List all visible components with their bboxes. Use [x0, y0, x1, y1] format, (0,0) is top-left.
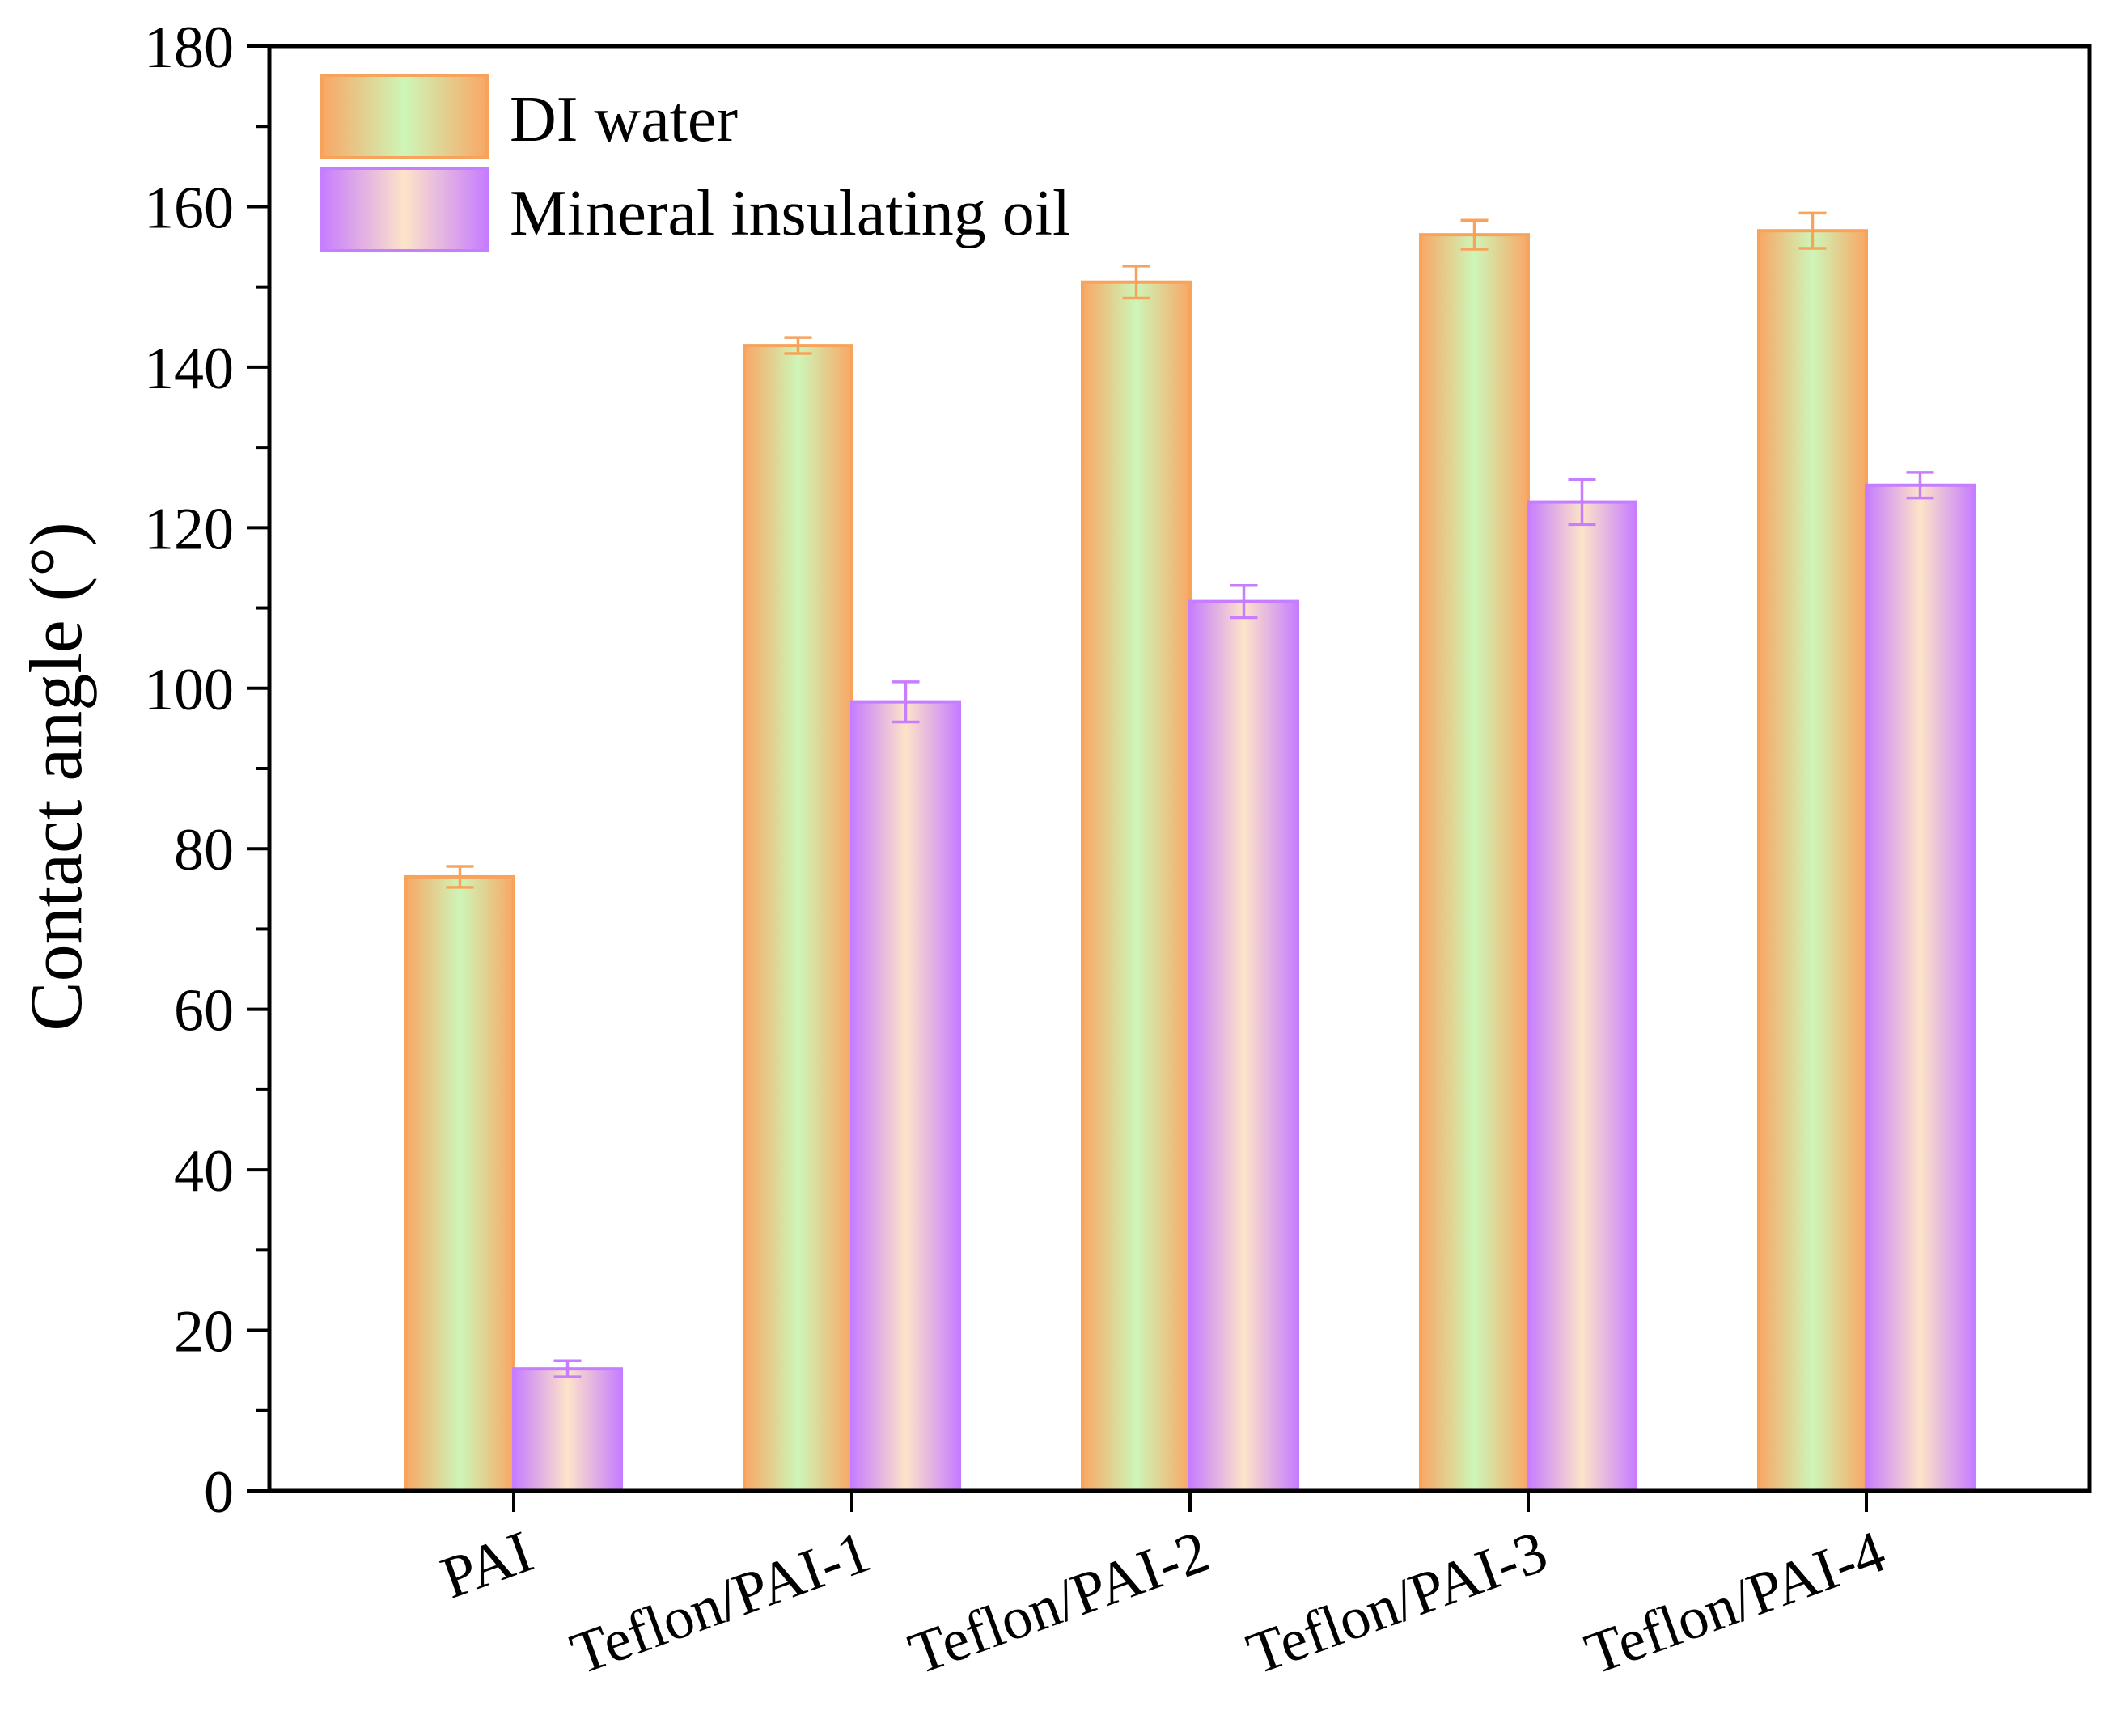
- bar-mineral-oil-3: [1527, 500, 1637, 1493]
- bar-di-water-1: [743, 344, 853, 1493]
- y-tick-label: 80: [174, 817, 234, 883]
- error-bar-di-water-0: [446, 865, 474, 889]
- legend-swatch-di-water: [320, 74, 489, 159]
- y-tick-label: 20: [174, 1299, 234, 1366]
- error-bar-di-water-4: [1798, 211, 1827, 250]
- y-tick-label: 40: [174, 1138, 234, 1205]
- x-category-label: PAI: [433, 1518, 541, 1612]
- legend-label-di-water: DI water: [510, 84, 738, 155]
- y-tick-label: 160: [144, 175, 234, 241]
- error-bar-mineral-oil-0: [553, 1359, 582, 1378]
- plot-frame-layer: [267, 44, 2092, 1493]
- y-tick-label: 180: [144, 15, 234, 81]
- bar-di-water-3: [1419, 233, 1530, 1493]
- y-tick-label: 120: [144, 496, 234, 562]
- plot-frame: [267, 44, 2092, 1493]
- y-tick-label: 100: [144, 657, 234, 723]
- x-category-label: Teflon/PAI-3: [1239, 1518, 1555, 1687]
- error-bar-mineral-oil-3: [1568, 478, 1596, 527]
- x-category-label: Teflon/PAI-2: [900, 1518, 1217, 1687]
- y-axis-title: Contact angle (°): [15, 522, 97, 1031]
- bars-layer: [404, 229, 1976, 1493]
- y-tick-label: 140: [144, 336, 234, 402]
- axes-layer: [247, 44, 1868, 1512]
- x-category-label: Teflon/PAI-1: [562, 1518, 879, 1687]
- y-tick-label: 60: [174, 978, 234, 1044]
- error-bar-mineral-oil-4: [1906, 471, 1934, 500]
- error-bar-mineral-oil-2: [1230, 584, 1258, 620]
- bar-mineral-oil-1: [850, 700, 961, 1493]
- error-bar-di-water-2: [1122, 265, 1150, 300]
- legend: DI water Mineral insulating oil: [320, 74, 1070, 252]
- bar-mineral-oil-2: [1188, 599, 1299, 1493]
- error-bar-mineral-oil-1: [892, 680, 920, 724]
- bar-di-water-0: [404, 874, 515, 1493]
- bar-di-water-2: [1081, 280, 1192, 1493]
- bar-mineral-oil-0: [512, 1367, 623, 1493]
- legend-label-mineral-oil: Mineral insulating oil: [510, 178, 1070, 249]
- bar-mineral-oil-4: [1865, 483, 1976, 1493]
- error-bar-di-water-1: [784, 336, 812, 355]
- error-bars-layer: [446, 211, 1934, 1378]
- error-bar-di-water-3: [1460, 218, 1489, 251]
- bar-di-water-4: [1757, 229, 1868, 1493]
- y-tick-label: 0: [204, 1459, 234, 1526]
- x-category-label: Teflon/PAI-4: [1577, 1518, 1893, 1687]
- legend-swatch-mineral-oil: [320, 167, 489, 252]
